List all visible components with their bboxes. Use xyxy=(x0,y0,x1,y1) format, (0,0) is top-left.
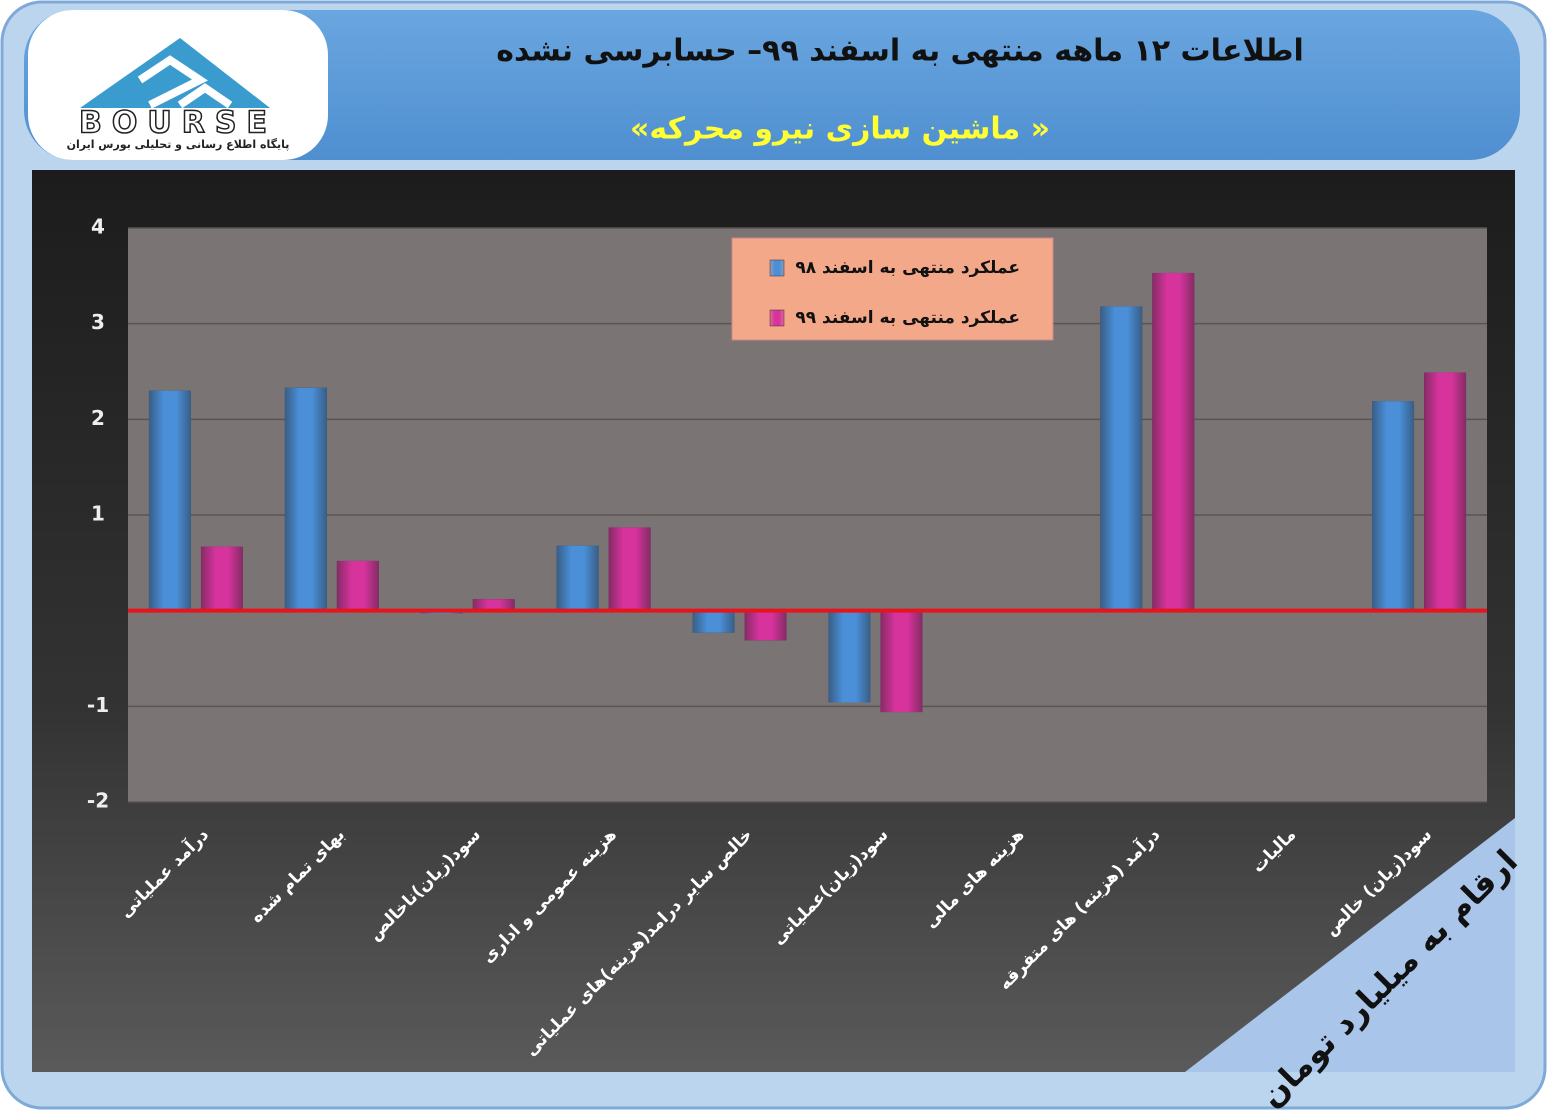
chart-title: اطلاعات ۱۲ ماهه منتهی به اسفند ۹۹– حسابر… xyxy=(496,34,1304,69)
y-tick-label: 4 xyxy=(91,215,105,239)
legend-swatch xyxy=(769,309,785,327)
chart-subtitle: «ماشین سازی نیرو محرکه » xyxy=(630,112,1050,147)
bar xyxy=(1424,372,1467,611)
logo: BOURSE پایگاه اطلاع رسانی و تحلیلی بورس … xyxy=(28,10,328,160)
bar xyxy=(692,610,735,633)
legend-box xyxy=(731,237,1054,341)
legend-swatch xyxy=(769,259,785,277)
bar xyxy=(472,599,515,611)
logo-tagline: پایگاه اطلاع رسانی و تحلیلی بورس ایران xyxy=(67,138,290,151)
bar xyxy=(336,560,379,611)
bar xyxy=(828,610,871,703)
bar xyxy=(608,527,651,611)
y-tick-label: 2 xyxy=(91,406,105,430)
bar xyxy=(1100,306,1143,611)
bar xyxy=(284,387,327,611)
bar xyxy=(148,390,191,611)
bar xyxy=(744,610,787,641)
header xyxy=(24,10,1520,160)
y-tick-label: -1 xyxy=(87,693,109,717)
bar xyxy=(556,545,599,611)
logo-name: BOURSE xyxy=(79,106,277,141)
note-bg xyxy=(1185,818,1515,1072)
y-tick-label: -2 xyxy=(87,789,109,813)
bar xyxy=(880,610,923,713)
bar xyxy=(1152,272,1195,611)
y-tick-label: 1 xyxy=(91,502,105,526)
legend-label: عملکرد منتهی به اسفند ۹۸ xyxy=(795,258,1020,278)
y-tick-label: 3 xyxy=(91,310,105,334)
bar xyxy=(200,546,243,611)
bar xyxy=(1372,401,1415,611)
legend-label: عملکرد منتهی به اسفند ۹۹ xyxy=(795,308,1020,328)
